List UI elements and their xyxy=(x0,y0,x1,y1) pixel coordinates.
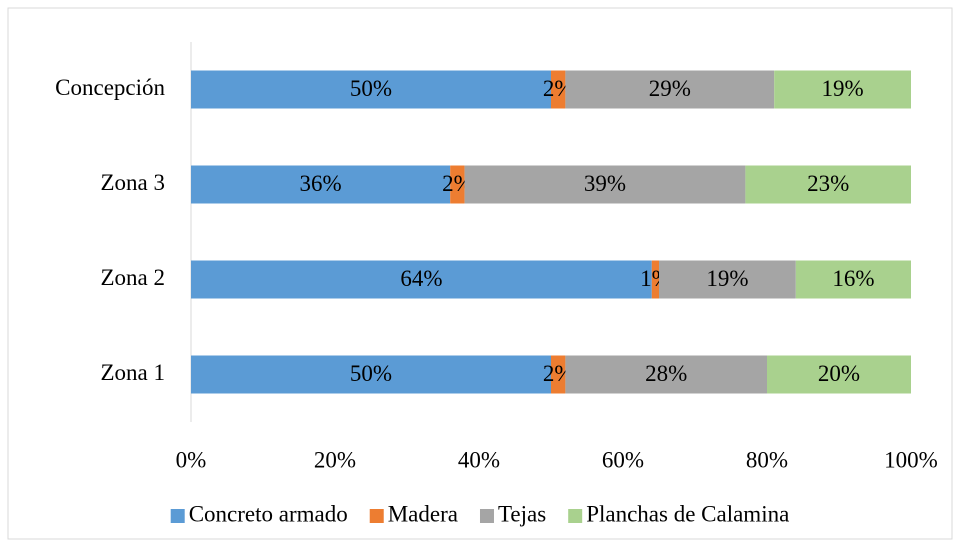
bar-segment xyxy=(191,70,551,109)
y-tick-label: Concepción xyxy=(55,75,165,100)
legend-swatch xyxy=(568,509,583,523)
data-label: 19% xyxy=(706,266,748,291)
bar-segment xyxy=(191,355,551,394)
x-tick-label: 100% xyxy=(884,447,938,472)
legend-swatch xyxy=(369,509,384,523)
data-label: 23% xyxy=(807,171,849,196)
bar-segment xyxy=(774,70,911,109)
data-label: 64% xyxy=(400,266,442,291)
data-label: 39% xyxy=(584,171,626,196)
x-tick-label: 0% xyxy=(176,447,207,472)
data-label: 29% xyxy=(649,76,691,101)
bar-segment xyxy=(191,260,652,299)
y-tick-label: Zona 1 xyxy=(100,360,165,385)
bar-segment xyxy=(551,70,566,109)
bar-segment xyxy=(191,165,451,204)
data-label: 50% xyxy=(350,76,392,101)
legend-label: Concreto armado xyxy=(189,501,348,526)
data-label: 36% xyxy=(300,171,342,196)
x-tick-label: 20% xyxy=(314,447,356,472)
y-tick-label: Zona 2 xyxy=(100,265,165,290)
x-tick-label: 40% xyxy=(458,447,500,472)
x-tick-label: 80% xyxy=(746,447,788,472)
y-tick-label: Zona 3 xyxy=(100,170,165,195)
legend-label: Madera xyxy=(388,501,458,526)
bar-segment xyxy=(795,260,911,299)
data-label: 19% xyxy=(822,76,864,101)
legend-label: Tejas xyxy=(498,501,546,526)
legend-swatch xyxy=(479,509,494,523)
legend-swatch xyxy=(170,509,185,523)
data-label: 16% xyxy=(832,266,874,291)
bar-segment xyxy=(659,260,796,299)
data-label: 50% xyxy=(350,361,392,386)
data-label: 20% xyxy=(818,361,860,386)
legend-label: Planchas de Calamina xyxy=(586,501,789,526)
bar-segment xyxy=(767,355,911,394)
bar-segment xyxy=(651,260,659,299)
bar-segment xyxy=(745,165,911,204)
bar-segment xyxy=(565,355,767,394)
x-tick-label: 60% xyxy=(602,447,644,472)
bar-segment xyxy=(464,165,746,204)
bar-segment xyxy=(565,70,775,109)
data-label: 28% xyxy=(645,361,687,386)
bar-segment xyxy=(551,355,566,394)
bar-segment xyxy=(450,165,465,204)
